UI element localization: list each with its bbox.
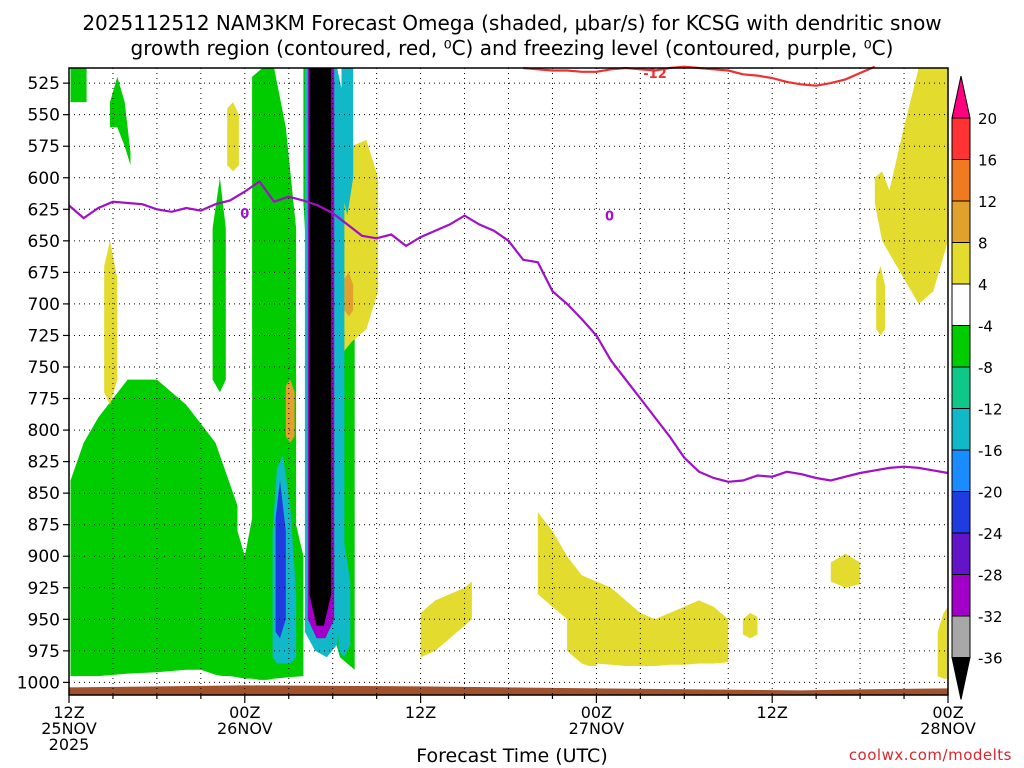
omega-region-green-3 (110, 76, 131, 166)
colorbar-label-10: -24 (978, 525, 1003, 543)
colorbar-swatch-3 (951, 200, 971, 243)
omega-core-black (309, 68, 332, 626)
colorbar-label-5: -4 (978, 318, 993, 336)
colorbar-label-9: -20 (978, 484, 1003, 502)
y-tick-label-875: 875 (28, 516, 60, 536)
colorbar-swatch-13 (951, 615, 971, 658)
chart-title-line-2: growth region (contoured, red, ⁰C) and f… (130, 36, 894, 60)
freezing-level-label-2: 0 (605, 210, 614, 225)
colorbar-swatch-5 (951, 283, 971, 326)
x-tick-label-36-0: 00Z (581, 703, 612, 722)
x-tick-label-0-2: 2025 (49, 735, 90, 754)
x-tick-label-60-1: 28NOV (920, 719, 976, 738)
colorbar-swatch-2 (951, 159, 971, 202)
colorbar-label-8: -16 (978, 442, 1003, 460)
y-tick-label-925: 925 (28, 579, 60, 599)
omega-shading (69, 68, 948, 695)
colorbar: 20 16 12 8 4 -4 -8 -12 -16 -20 -24 -28 -32 -36 (951, 75, 1003, 700)
y-tick-label-600: 600 (28, 169, 60, 189)
y-tick-label-700: 700 (28, 295, 60, 315)
colorbar-swatch-11 (951, 532, 971, 575)
x-tick-label-60-0: 00Z (932, 703, 963, 722)
colorbar-arrow-bottom (951, 657, 971, 700)
omega-region-green-2 (70, 379, 238, 677)
y-tick-label-975: 975 (28, 642, 60, 662)
omega-region-yellow-10 (874, 68, 948, 304)
x-tick-label-0-0: 12Z (53, 703, 84, 722)
y-tick-label-575: 575 (28, 137, 60, 157)
colorbar-swatch-9 (951, 449, 971, 492)
colorbar-swatch-6 (951, 325, 971, 368)
omega-region-yellow-1 (104, 240, 118, 405)
y-tick-label-625: 625 (28, 200, 60, 220)
y-tick-label-825: 825 (28, 453, 60, 473)
colorbar-label-3: 8 (978, 235, 988, 253)
colorbar-label-13: -36 (978, 650, 1003, 668)
x-tick-label-36-1: 27NOV (569, 719, 625, 738)
omega-region-orange-1 (285, 379, 295, 443)
y-tick-label-950: 950 (28, 610, 60, 630)
colorbar-arrow-top (951, 75, 971, 119)
omega-core-cyan-3 (341, 68, 354, 216)
omega-region-yellow-11 (876, 266, 885, 336)
dgz-line-label: -12 (643, 67, 667, 82)
omega-region-green-1 (70, 68, 87, 103)
y-tick-label-750: 750 (28, 358, 60, 378)
colorbar-label-1: 16 (978, 152, 997, 170)
omega-region-orange-2 (344, 272, 354, 317)
x-tick-label-12-0: 00Z (229, 703, 260, 722)
colorbar-swatch-4 (951, 242, 971, 285)
x-tick-label-12-1: 26NOV (217, 719, 273, 738)
colorbar-swatch-1 (951, 117, 971, 160)
colorbar-swatch-7 (951, 366, 971, 409)
y-tick-label-775: 775 (28, 390, 60, 410)
colorbar-swatch-8 (951, 408, 971, 451)
y-tick-label-900: 900 (28, 547, 60, 567)
omega-region-yellow-8 (742, 613, 758, 639)
omega-region-yellow-9 (830, 553, 861, 588)
y-tick-label-725: 725 (28, 326, 60, 346)
y-tick-label-800: 800 (28, 421, 60, 441)
colorbar-swatch-10 (951, 491, 971, 534)
x-tick-label-48-0: 12Z (757, 703, 788, 722)
omega-region-green-5 (212, 177, 226, 393)
x-axis-label: Forecast Time (UTC) (416, 745, 608, 767)
site-credit: coolwx.com/modelts (848, 746, 1012, 764)
colorbar-label-6: -8 (978, 359, 993, 377)
omega-region-yellow-2 (227, 102, 239, 172)
x-tick-label-24-0: 12Z (405, 703, 436, 722)
y-tick-label-650: 650 (28, 232, 60, 252)
y-tick-label-850: 850 (28, 484, 60, 504)
y-tick-label-525: 525 (28, 74, 60, 94)
y-tick-label-1000: 1000 (17, 673, 60, 693)
colorbar-label-0: 20 (978, 110, 997, 128)
colorbar-label-2: 12 (978, 193, 997, 211)
freezing-level-label-1: 0 (240, 207, 249, 222)
omega-region-yellow-5 (420, 581, 472, 658)
x-tick-label-0-1: 25NOV (41, 719, 97, 738)
terrain-ground (69, 685, 948, 695)
omega-core-blue (275, 480, 286, 639)
y-tick-label-675: 675 (28, 263, 60, 283)
colorbar-label-4: 4 (978, 276, 988, 294)
colorbar-label-12: -32 (978, 608, 1003, 626)
freezing-level-line (68, 179, 949, 483)
omega-region-yellow-7 (567, 594, 597, 666)
y-tick-label-550: 550 (28, 106, 60, 126)
chart-title-line-1: 2025112512 NAM3KM Forecast Omega (shaded… (82, 11, 942, 35)
axes: 525 550 575 600 625 650 675 700 725 750 775 800 825 8… (17, 67, 976, 754)
colorbar-swatch-12 (951, 574, 971, 617)
colorbar-label-11: -28 (978, 567, 1003, 585)
omega-region-yellow-12 (937, 606, 948, 679)
colorbar-label-7: -12 (978, 401, 1003, 419)
omega-core-cyan-4 (338, 543, 351, 658)
